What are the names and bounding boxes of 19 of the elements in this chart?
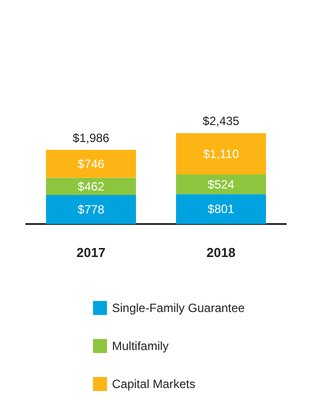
bar (176, 133, 266, 175)
data-label: $524 (208, 177, 235, 192)
data-label: $1,110 (203, 146, 240, 161)
legend-label: Multifamily (112, 339, 169, 353)
legend-label: Capital Markets (112, 377, 196, 391)
data-label: $778 (78, 202, 105, 216)
x-tick-label: 2017 (76, 245, 106, 260)
legend-label: Single-Family Guarantee (112, 301, 246, 315)
data-label: $462 (78, 179, 105, 194)
bar (176, 174, 266, 194)
total-label: $2,435 (202, 114, 240, 128)
x-tick-label: 2018 (206, 245, 236, 260)
bar (46, 194, 136, 224)
data-label: $746 (78, 156, 105, 171)
bar (46, 178, 136, 195)
data-label: $801 (208, 202, 235, 216)
bar (176, 194, 266, 224)
bar (46, 150, 136, 178)
total-label: $1,986 (72, 130, 110, 145)
